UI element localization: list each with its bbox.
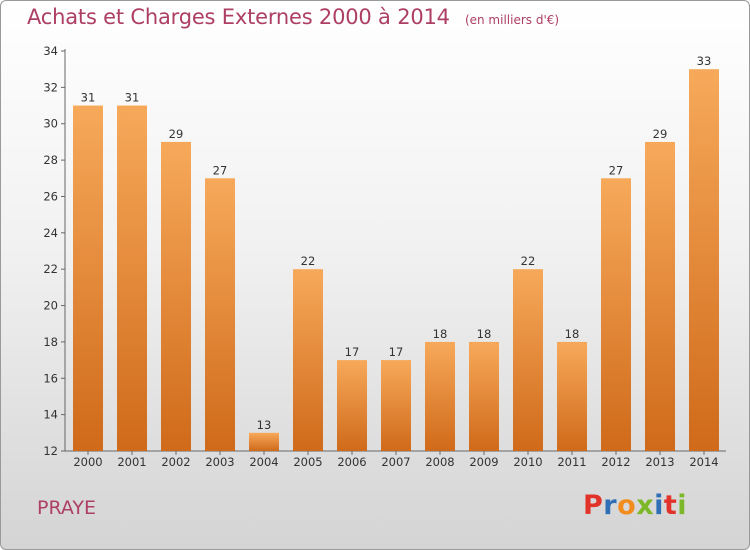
- data-label: 27: [213, 163, 228, 177]
- data-label: 33: [697, 54, 712, 68]
- logo-letter: x: [636, 490, 655, 521]
- bar: [337, 360, 367, 451]
- bar: [381, 360, 411, 451]
- y-tick-label: 24: [43, 226, 58, 240]
- logo-letter: r: [603, 490, 618, 521]
- logo-letter: i: [654, 490, 664, 521]
- logo-letter: t: [663, 490, 678, 521]
- y-tick-label: 14: [43, 408, 58, 422]
- x-tick-label: 2008: [425, 455, 454, 469]
- labels-group: 31 2000 31 2001 29 2002 27 2003 13 2004 22 2005 17 20…: [73, 54, 718, 469]
- bar: [425, 341, 455, 451]
- data-label: 31: [125, 91, 140, 105]
- data-label: 17: [345, 345, 360, 359]
- y-tick-label: 22: [43, 262, 58, 276]
- title-row: Achats et Charges Externes 2000 à 2014 (…: [27, 5, 559, 29]
- x-tick-label: 2001: [117, 455, 146, 469]
- bar: [557, 341, 587, 451]
- y-tick-label: 34: [43, 44, 58, 58]
- proxiti-logo[interactable]: Proxiti: [583, 490, 687, 521]
- logo-letter: o: [617, 490, 637, 521]
- y-tick-label: 12: [43, 444, 58, 458]
- x-tick-label: 2014: [689, 455, 718, 469]
- x-tick-label: 2012: [601, 455, 630, 469]
- y-tick-label: 32: [43, 80, 58, 94]
- bar: [293, 269, 323, 451]
- data-label: 18: [477, 327, 492, 341]
- bar: [73, 105, 103, 451]
- y-tick-label: 16: [43, 371, 58, 385]
- data-label: 18: [433, 327, 448, 341]
- data-label: 31: [81, 91, 96, 105]
- x-tick-label: 2005: [293, 455, 322, 469]
- x-tick-label: 2009: [469, 455, 498, 469]
- data-label: 29: [169, 127, 184, 141]
- bar: [689, 69, 719, 451]
- data-label: 13: [257, 418, 272, 432]
- chart-subtitle: (en milliers d'€): [464, 13, 560, 27]
- data-label: 18: [565, 327, 580, 341]
- x-tick-label: 2011: [557, 455, 586, 469]
- bar: [117, 105, 147, 451]
- x-tick-label: 2004: [249, 455, 278, 469]
- bar: [205, 178, 235, 452]
- data-label: 17: [389, 345, 404, 359]
- y-tick-label: 30: [43, 117, 58, 131]
- bar: [249, 432, 279, 451]
- y-tick-label: 18: [43, 335, 58, 349]
- x-tick-label: 2007: [381, 455, 410, 469]
- bar: [161, 141, 191, 451]
- bar: [513, 269, 543, 451]
- data-label: 22: [301, 254, 316, 268]
- x-tick-label: 2010: [513, 455, 542, 469]
- y-tick-label: 28: [43, 153, 58, 167]
- bar: [601, 178, 631, 452]
- axes: 12 14 16 18 20 22 24 26 28 30 32 34: [43, 44, 726, 458]
- chart-title: Achats et Charges Externes 2000 à 2014: [27, 5, 450, 29]
- x-tick-label: 2000: [73, 455, 102, 469]
- logo-letter: i: [677, 490, 688, 521]
- x-tick-label: 2006: [337, 455, 366, 469]
- commune-name: PRAYE: [37, 497, 97, 519]
- bars-group: [73, 69, 719, 452]
- logo-letter: P: [583, 490, 604, 521]
- data-label: 22: [521, 254, 536, 268]
- y-tick-label: 26: [43, 189, 58, 203]
- x-tick-label: 2002: [161, 455, 190, 469]
- x-tick-label: 2013: [645, 455, 674, 469]
- y-tick-label: 20: [43, 299, 58, 313]
- x-tick-label: 2003: [205, 455, 234, 469]
- data-label: 27: [609, 163, 624, 177]
- data-label: 29: [653, 127, 668, 141]
- bar: [469, 341, 499, 451]
- bar: [645, 141, 675, 451]
